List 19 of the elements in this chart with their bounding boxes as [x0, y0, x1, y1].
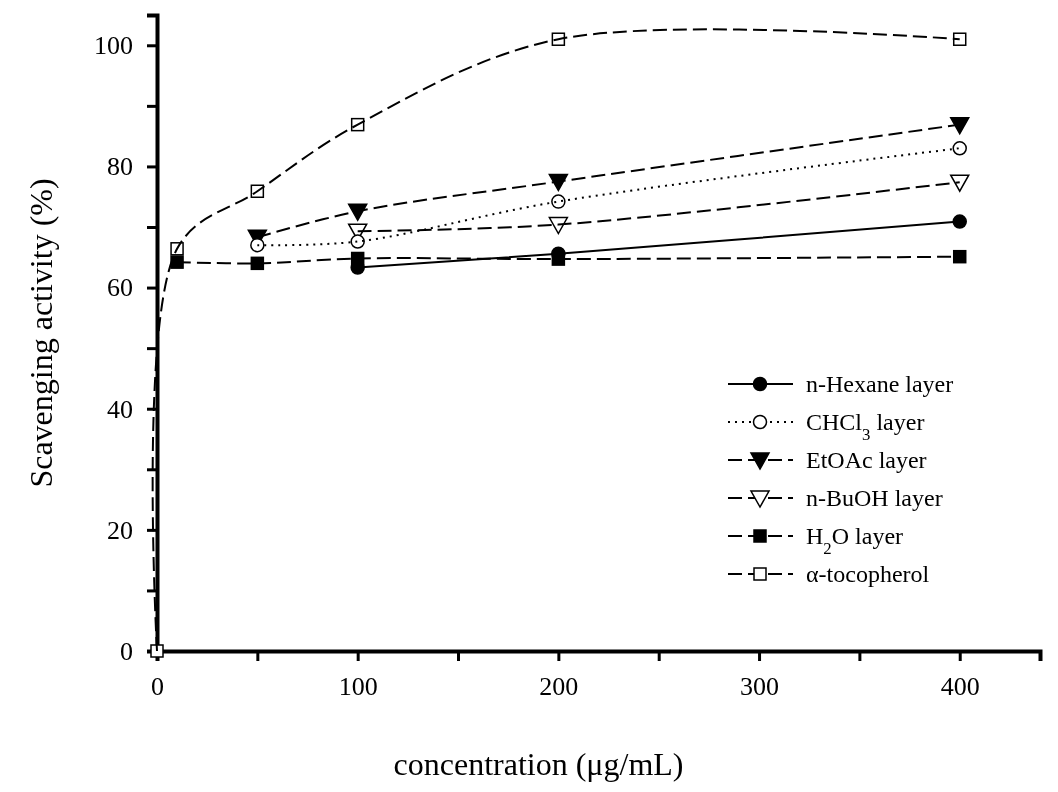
y-tick-label: 20: [107, 515, 133, 545]
x-tick-label: 200: [539, 672, 579, 702]
legend-label: CHCl$_{3}$ layer: [806, 409, 925, 444]
legend-label: n-Hexane layer: [806, 371, 954, 397]
y-tick-label: 40: [107, 394, 133, 424]
y-axis-title: Scavenging activity (%): [23, 178, 59, 488]
x-tick-label: 300: [740, 672, 780, 702]
x-tick-label: 400: [940, 672, 980, 702]
x-tick-label: 100: [338, 672, 378, 702]
legend-label: α-tocopherol: [806, 561, 930, 587]
legend-label: EtOAc layer: [806, 447, 927, 473]
x-axis-title: concentration (μg/mL): [393, 746, 684, 782]
y-tick-label: 80: [107, 152, 133, 182]
y-tick-label: 60: [107, 273, 133, 303]
y-tick-label: 0: [120, 636, 133, 666]
legend-label: H$_{2}$O layer: [806, 523, 904, 558]
x-tick-label: 0: [151, 672, 164, 702]
legend-label: n-BuOH layer: [806, 485, 943, 511]
y-tick-label: 100: [94, 31, 133, 61]
